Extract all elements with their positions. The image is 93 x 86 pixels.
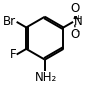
Text: F: F bbox=[10, 48, 16, 61]
Text: NH₂: NH₂ bbox=[35, 71, 57, 84]
Text: Br: Br bbox=[3, 15, 16, 28]
Text: +: + bbox=[74, 14, 81, 23]
Text: O: O bbox=[70, 28, 80, 41]
Text: ⁻: ⁻ bbox=[76, 28, 80, 37]
Text: O: O bbox=[71, 2, 80, 15]
Text: N: N bbox=[74, 15, 82, 28]
